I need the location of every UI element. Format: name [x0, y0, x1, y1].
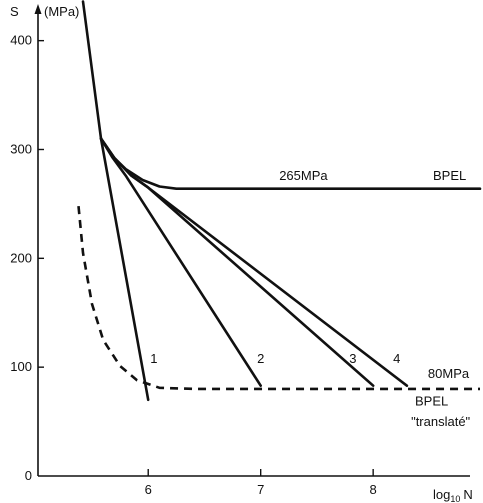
x-axis-label-var: N	[463, 487, 472, 502]
axes	[34, 4, 470, 477]
series-steep	[81, 0, 150, 402]
x-axis-label-base: log	[433, 487, 450, 502]
y-tick-label: 400	[10, 33, 32, 48]
annotation-label: BPEL	[415, 393, 448, 408]
y-tick-label: 100	[10, 359, 32, 374]
annotation-label: 3	[349, 351, 356, 366]
x-axis-label-sub: 10	[450, 494, 460, 503]
x-ticks: 6 7 8	[145, 469, 377, 497]
y-tick-label: 0	[25, 468, 32, 483]
annotation-label: BPEL	[433, 168, 466, 183]
x-tick-label: 8	[370, 482, 377, 497]
y-ticks: 0 100 200 300 400	[10, 33, 44, 483]
y-axis-unit: (MPa)	[44, 4, 79, 19]
series-bpel-translated	[77, 205, 480, 391]
y-axis-arrowhead	[34, 4, 42, 14]
y-axis-label: S	[10, 4, 19, 19]
series-curve-4	[99, 137, 409, 388]
series-curve-2	[99, 137, 263, 388]
annotation-label: "translaté"	[411, 414, 470, 429]
x-tick-label: 6	[145, 482, 152, 497]
x-tick-label: 7	[257, 482, 264, 497]
annotation-label: 1	[150, 351, 157, 366]
annotation-label: 4	[393, 351, 400, 366]
annotation-label: 80MPa	[428, 366, 470, 381]
annotations: 1 2 3 4 265MPa BPEL 80MPa BPEL "translaté"	[150, 168, 470, 429]
y-tick-label: 200	[10, 250, 32, 265]
series-layer	[77, 0, 482, 402]
x-axis-title: log10 N	[433, 487, 473, 503]
annotation-label: 2	[257, 351, 264, 366]
annotation-label: 265MPa	[279, 168, 328, 183]
y-tick-label: 300	[10, 141, 32, 156]
y-axis-title: S (MPa)	[10, 4, 79, 19]
